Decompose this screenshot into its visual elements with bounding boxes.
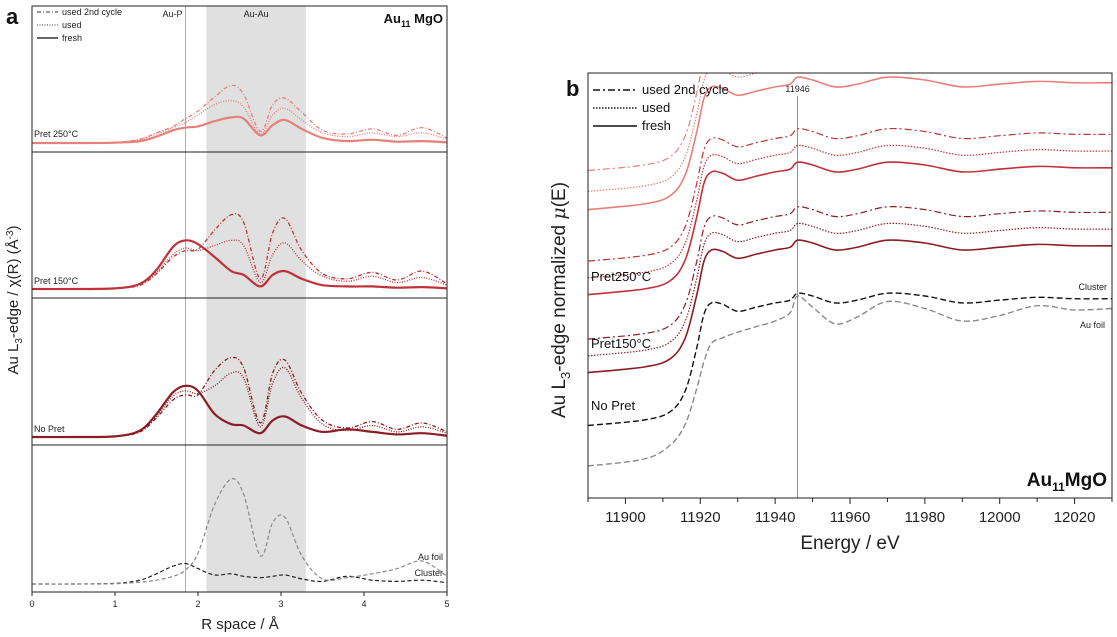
xanes-pret250-c-used-2nd-cycle <box>588 73 702 172</box>
series-pret-250-c-fresh <box>31 115 448 145</box>
panel-b-title: Au11MgO <box>1027 470 1107 494</box>
legend-b-label-fresh: fresh <box>642 118 671 133</box>
curve-label-cluster-b: Cluster <box>1078 282 1107 292</box>
au-au-band <box>206 6 306 592</box>
b-x-tick-label-11960: 11960 <box>830 509 871 526</box>
curve-label-au-foil-b: Au foil <box>1080 320 1105 330</box>
panel-a-x-axis-label: R space / Å <box>201 616 279 633</box>
group-label-pret-250: Pret250°C <box>591 269 651 284</box>
panel-a: a Au-Au Au-P used 2nd cycle used fresh Au1… <box>5 4 450 633</box>
series-pret-250-c-used <box>31 100 448 144</box>
group-label-pret-150: Pret150°C <box>591 336 651 351</box>
xanes-no-pret-fresh <box>588 239 1112 374</box>
group-label-no-pret: No Pret <box>591 398 635 413</box>
legend-label-fresh: fresh <box>62 33 82 43</box>
panel-a-legend: used 2nd cycle used fresh <box>37 7 122 43</box>
x-tick-label-5: 5 <box>444 599 449 609</box>
panel-a-x-ticks: 0 1 2 3 4 5 <box>29 592 450 609</box>
panel-b-x-ticks: 11900 11920 11940 11960 11980 12000 12020 <box>587 498 1113 526</box>
series-reference-cluster <box>31 562 448 585</box>
xanes-cluster <box>588 292 1112 427</box>
panel-a-frame <box>31 5 448 593</box>
xanes-pret150-c-fresh <box>588 161 1112 296</box>
series-pret-150-c-used-2nd-cycle <box>31 213 448 290</box>
au-p-marker-label: Au-P <box>163 9 183 19</box>
legend-label-used-2nd-cycle: used 2nd cycle <box>62 7 122 17</box>
panel-b-legend: used 2nd cycle used fresh <box>593 82 729 133</box>
xanes-au-foil <box>588 295 1112 467</box>
legend-b-label-used: used <box>642 100 670 115</box>
panel-b-y-axis-label: Au L3-edge normalized μ(E) <box>548 182 573 418</box>
energy-marker-label: 11946 <box>785 84 809 94</box>
xanes-no-pret-used <box>588 222 1112 357</box>
xanes-no-pret-used-2nd-cycle <box>588 206 1112 340</box>
panel-b-letter: b <box>566 76 579 101</box>
xanes-pret250-c-fresh <box>588 76 1112 211</box>
panel-b-curves <box>588 73 1112 467</box>
series-pret-250-c-used-2nd-cycle <box>31 84 448 144</box>
xanes-pret150-c-used <box>588 144 1112 279</box>
panel-a-y-axis-label: Au L3-edge / χ(R) (Å-3) <box>5 225 25 374</box>
panel-b-x-axis-label: Energy / eV <box>800 533 900 554</box>
panel-label-pret-150: Pret 150°C <box>34 276 79 286</box>
panel-label-pret-250: Pret 250°C <box>34 129 79 139</box>
b-x-tick-label-11900: 11900 <box>605 509 646 526</box>
b-x-tick-label-11940: 11940 <box>755 509 796 526</box>
series-pret-150-c-fresh <box>31 239 448 291</box>
curve-label-cluster: Cluster <box>414 568 443 578</box>
curve-label-au-foil: Au foil <box>418 552 443 562</box>
panel-label-no-pret: No Pret <box>34 424 65 434</box>
x-tick-label-2: 2 <box>195 599 200 609</box>
x-tick-label-0: 0 <box>29 599 34 609</box>
b-x-tick-label-11920: 11920 <box>680 509 721 526</box>
b-x-tick-label-11980: 11980 <box>905 509 946 526</box>
x-tick-label-1: 1 <box>112 599 117 609</box>
series-reference-au-foil <box>32 478 448 585</box>
x-tick-label-3: 3 <box>278 599 283 609</box>
b-x-tick-label-12020: 12020 <box>1054 509 1096 526</box>
series-no-pret-used-2nd-cycle <box>31 356 448 438</box>
panel-a-letter: a <box>6 4 19 29</box>
series-no-pret-used <box>31 366 448 438</box>
xanes-pret150-c-used-2nd-cycle <box>588 127 1112 262</box>
b-x-tick-label-12000: 12000 <box>979 509 1021 526</box>
panel-a-curves <box>31 84 448 585</box>
x-tick-label-4: 4 <box>361 599 366 609</box>
legend-b-label-used-2nd-cycle: used 2nd cycle <box>642 82 729 97</box>
au-au-band-label: Au-Au <box>244 9 269 19</box>
legend-label-used: used <box>62 20 82 30</box>
panel-a-title: Au11 MgO <box>384 11 443 29</box>
